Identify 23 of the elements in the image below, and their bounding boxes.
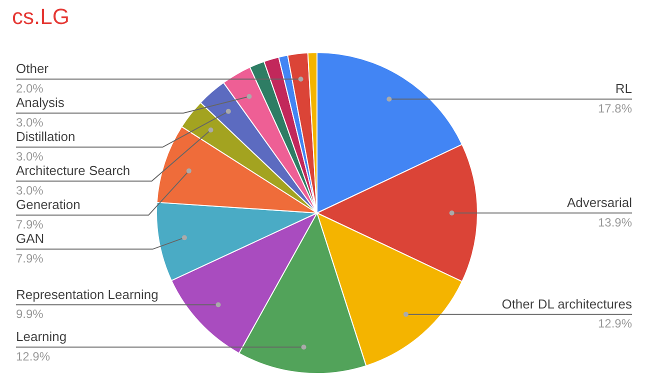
- slice-label: GAN: [16, 231, 44, 246]
- data-label: 7.9%: [16, 251, 44, 266]
- slice-label: Generation: [16, 197, 80, 212]
- slice-label: Analysis: [16, 95, 65, 110]
- data-label: 3.0%: [16, 149, 44, 164]
- slice-label: Representation Learning: [16, 286, 158, 302]
- data-label: 12.9%: [598, 316, 632, 331]
- data-label: 3.0%: [16, 183, 44, 198]
- chart-title: cs.LG: [12, 4, 70, 30]
- slice-label: Adversarial: [566, 195, 632, 210]
- data-label: 17.8%: [598, 101, 632, 116]
- slice-label: Other DL architectures: [502, 296, 632, 312]
- slice-label: Learning: [16, 329, 67, 344]
- slice-label: Distillation: [16, 129, 76, 144]
- data-label: 9.9%: [16, 307, 44, 322]
- data-label: 7.9%: [16, 217, 44, 232]
- slice-label: Architecture Search: [16, 163, 130, 178]
- slice-label: Other: [16, 61, 50, 76]
- data-label: 12.9%: [16, 349, 50, 364]
- slice-label: RL: [615, 81, 632, 96]
- data-label: 13.9%: [598, 215, 632, 230]
- data-label: 2.0%: [16, 81, 44, 96]
- data-label: 3.0%: [16, 115, 44, 130]
